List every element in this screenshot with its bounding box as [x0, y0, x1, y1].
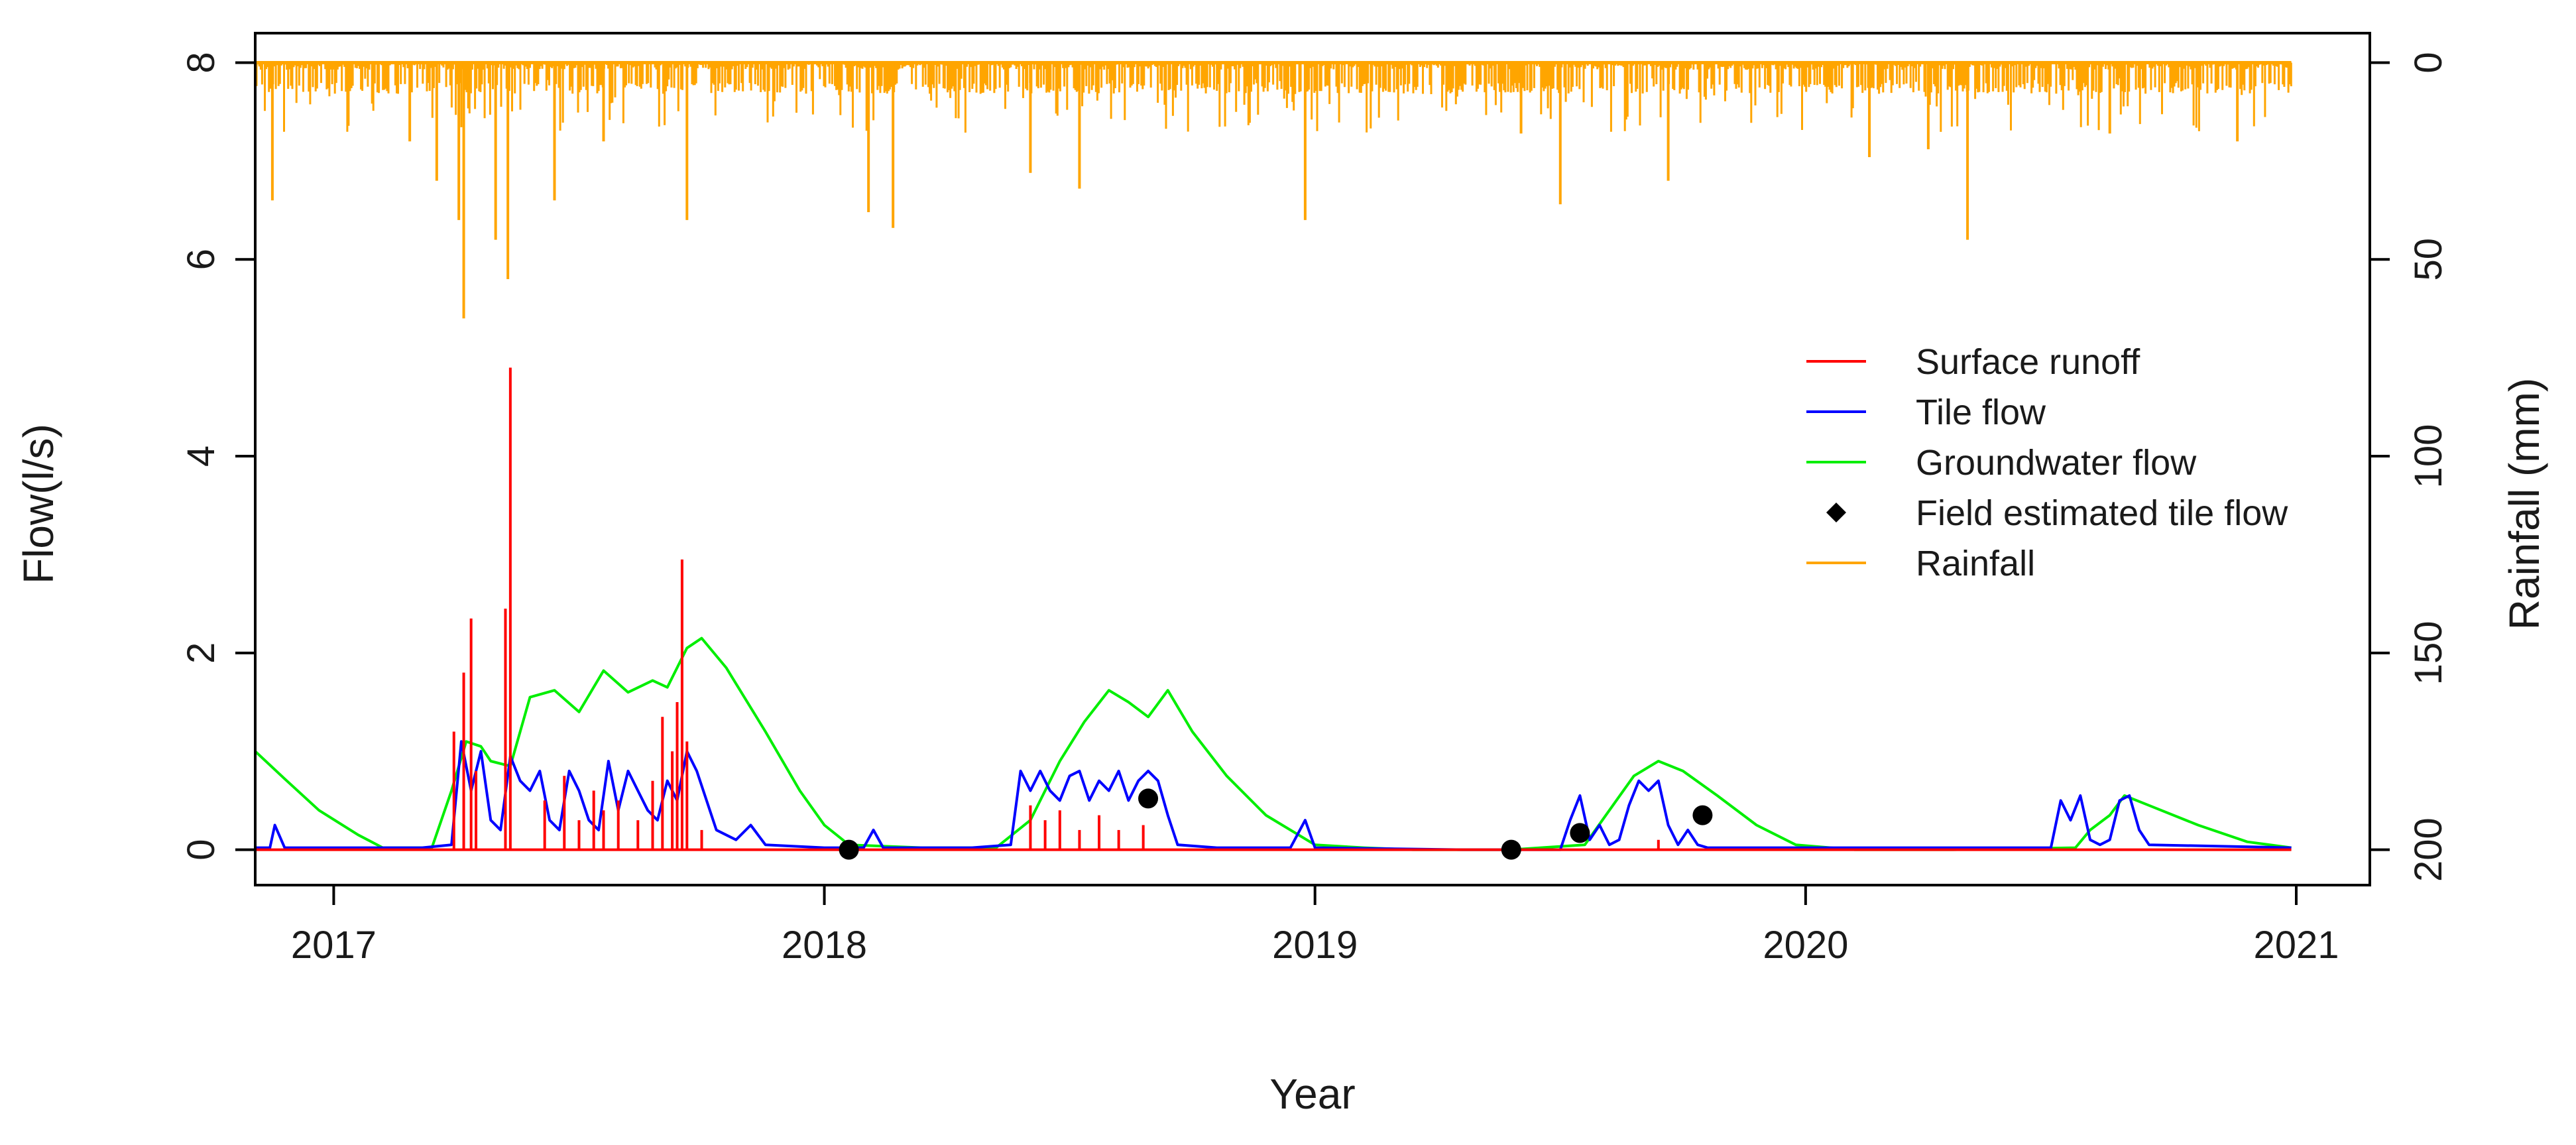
- y-tick-label: 0: [180, 839, 223, 860]
- y-axis-left: 0 2 4 6 8: [180, 52, 255, 861]
- y2-tick-label: 150: [2407, 621, 2450, 685]
- legend-label: Surface runoff: [1916, 342, 2140, 382]
- field-estimated-point: [1692, 805, 1713, 825]
- y2-tick-label: 50: [2407, 238, 2450, 281]
- x-tick-label: 2021: [2253, 924, 2339, 967]
- legend-label: Tile flow: [1916, 392, 2046, 432]
- y2-tick-label: 200: [2407, 817, 2450, 882]
- field-estimated-point: [1570, 823, 1590, 843]
- x-axis: 2017 2018 2019 2020 2021: [291, 884, 2339, 967]
- legend-point-symbol: [1826, 503, 1846, 522]
- y-tick-label: 4: [180, 446, 223, 467]
- tile-flow-line: [255, 740, 2292, 851]
- surface-runoff-series: [255, 367, 2292, 851]
- y2-tick-label: 100: [2407, 424, 2450, 489]
- y-tick-label: 6: [180, 249, 223, 270]
- x-tick-label: 2020: [1763, 924, 1848, 967]
- legend-label: Groundwater flow: [1916, 443, 2197, 483]
- y-tick-label: 2: [180, 642, 223, 664]
- legend: Surface runoff Tile flow Groundwater flow F…: [1806, 342, 2288, 583]
- y-axis-right: 0 50 100 150 200: [2370, 52, 2450, 882]
- legend-label: Field estimated tile flow: [1916, 493, 2288, 533]
- y2-tick-label: 0: [2407, 52, 2450, 73]
- field-estimated-point: [1138, 788, 1159, 809]
- y-axis-title: Flow(l/s): [15, 424, 62, 584]
- tile-flow-series: [255, 740, 2292, 851]
- x-tick-label: 2018: [782, 924, 867, 967]
- field-estimated-points: [839, 788, 1713, 860]
- x-axis-title: Year: [1269, 1070, 1355, 1118]
- y-tick-label: 8: [180, 52, 223, 73]
- field-estimated-point: [1501, 839, 1521, 860]
- right-axis-title: Rainfall (mm): [2500, 378, 2548, 630]
- legend-label: Rainfall: [1916, 544, 2035, 583]
- x-tick-label: 2017: [291, 924, 377, 967]
- rainfall-series: [254, 61, 2292, 319]
- rainfall-bars: [254, 62, 2292, 133]
- x-tick-label: 2019: [1272, 924, 1358, 967]
- field-estimated-point: [839, 839, 859, 860]
